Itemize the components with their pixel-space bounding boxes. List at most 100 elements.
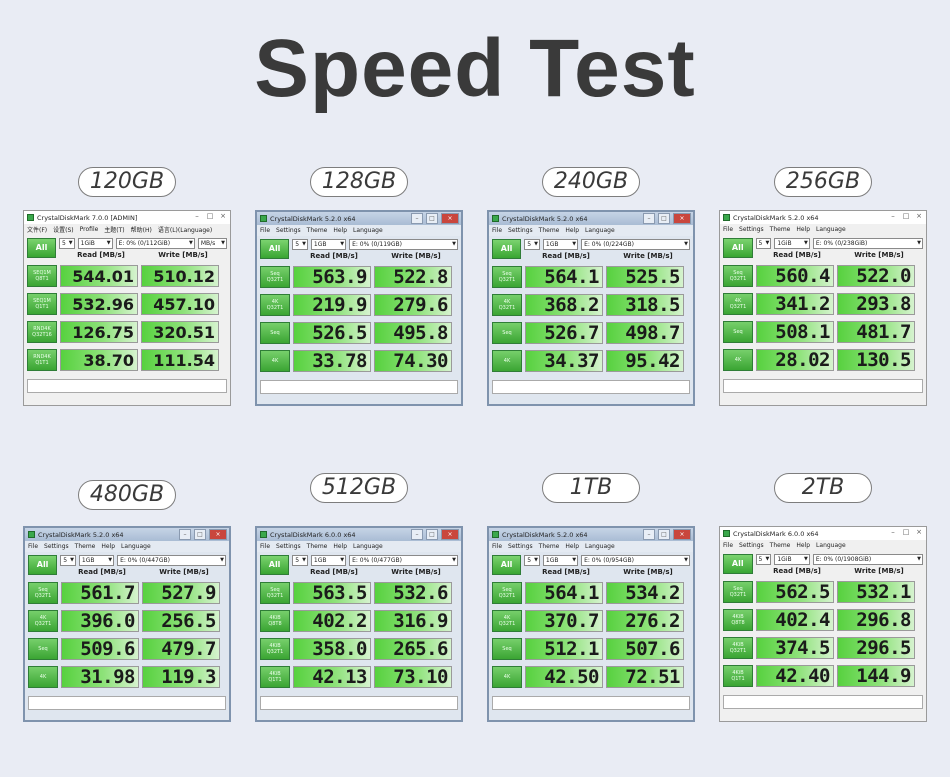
drive-select[interactable]: E: 0% (0/1908GiB) ▼ — [812, 554, 923, 565]
size-select[interactable]: 1GiB ▼ — [77, 238, 113, 249]
test-button[interactable]: 4K — [492, 350, 522, 372]
comment-field[interactable] — [260, 380, 458, 394]
drive-select[interactable]: E: 0% (0/112GiB) ▼ — [115, 238, 195, 249]
close-icon[interactable]: × — [916, 212, 922, 220]
maximize-icon[interactable]: □ — [658, 529, 670, 540]
menu-item[interactable]: Theme — [769, 226, 791, 233]
menu-item[interactable]: Theme — [769, 542, 791, 549]
maximize-icon[interactable]: □ — [902, 528, 910, 536]
test-button[interactable]: 4K Q32T1 — [28, 610, 58, 632]
comment-field[interactable] — [27, 379, 227, 393]
minimize-icon[interactable]: – — [891, 528, 895, 536]
test-button[interactable]: Seq — [723, 321, 753, 343]
test-button[interactable]: Seq Q32T1 — [492, 582, 522, 604]
close-icon[interactable]: × — [220, 212, 226, 220]
test-button[interactable]: Seq Q32T1 — [28, 582, 58, 604]
size-select[interactable]: 1GB ▼ — [542, 555, 579, 566]
menu-item[interactable]: Language — [121, 543, 151, 550]
test-button[interactable]: SEQ1M Q1T1 — [27, 293, 57, 315]
menu-item[interactable]: 文件(F) — [27, 227, 48, 234]
menu-item[interactable]: Language — [353, 543, 383, 550]
test-button[interactable]: 4K Q32T1 — [492, 294, 522, 316]
test-button[interactable]: 4K Q32T1 — [260, 294, 290, 316]
all-button[interactable]: All — [28, 554, 58, 575]
test-button[interactable]: 4K Q32T1 — [492, 610, 522, 632]
menu-item[interactable]: File — [723, 226, 734, 233]
menu-item[interactable]: File — [28, 543, 39, 550]
menu-item[interactable]: Language — [585, 227, 615, 234]
menu-item[interactable]: Help — [796, 542, 811, 549]
test-button[interactable]: SEQ1M Q8T1 — [27, 265, 57, 287]
menu-item[interactable]: File — [723, 542, 734, 549]
menu-item[interactable]: Language — [816, 542, 846, 549]
comment-field[interactable] — [260, 696, 458, 710]
count-select[interactable]: 5 ▼ — [755, 554, 772, 565]
size-select[interactable]: 1GiB ▼ — [774, 554, 810, 565]
test-button[interactable]: Seq Q32T1 — [723, 581, 753, 603]
test-button[interactable]: 4KiB Q32T1 — [723, 637, 753, 659]
count-select[interactable]: 5 ▼ — [59, 238, 75, 249]
count-select[interactable]: 5 ▼ — [524, 239, 540, 250]
menu-item[interactable]: Help — [565, 543, 580, 550]
menu-item[interactable]: 设置(S) — [53, 227, 74, 234]
maximize-icon[interactable]: □ — [206, 212, 214, 220]
comment-field[interactable] — [723, 695, 923, 709]
all-button[interactable]: All — [492, 554, 522, 575]
drive-select[interactable]: E: 0% (0/954GB) ▼ — [581, 555, 691, 566]
count-select[interactable]: 5 ▼ — [755, 238, 772, 249]
test-button[interactable]: 4K — [260, 350, 290, 372]
drive-select[interactable]: E: 0% (0/224GB) ▼ — [581, 239, 691, 250]
maximize-icon[interactable]: □ — [658, 213, 670, 224]
size-select[interactable]: 1GB ▼ — [542, 239, 579, 250]
all-button[interactable]: All — [27, 237, 56, 258]
comment-field[interactable] — [723, 379, 923, 393]
menu-item[interactable]: Language — [585, 543, 615, 550]
menu-item[interactable]: File — [492, 543, 503, 550]
menu-item[interactable]: Theme — [74, 543, 96, 550]
close-icon[interactable]: × — [916, 528, 922, 536]
all-button[interactable]: All — [260, 554, 290, 575]
test-button[interactable]: Seq — [260, 322, 290, 344]
close-icon[interactable]: × — [209, 529, 227, 540]
menu-item[interactable]: Theme — [538, 227, 560, 234]
close-icon[interactable]: × — [441, 529, 459, 540]
menu-item[interactable]: File — [260, 543, 271, 550]
drive-select[interactable]: E: 0% (0/477GB) ▼ — [349, 555, 459, 566]
unit-select[interactable]: MB/s ▼ — [197, 238, 227, 249]
size-select[interactable]: 1GB ▼ — [78, 555, 115, 566]
test-button[interactable]: Seq Q32T1 — [260, 582, 290, 604]
menu-item[interactable]: 语言(L)(Language) — [157, 227, 213, 234]
minimize-icon[interactable]: – — [643, 213, 655, 224]
comment-field[interactable] — [492, 380, 690, 394]
menu-item[interactable]: Settings — [508, 543, 533, 550]
test-button[interactable]: Seq — [492, 638, 522, 660]
minimize-icon[interactable]: – — [411, 213, 423, 224]
menu-item[interactable]: Settings — [276, 543, 301, 550]
test-button[interactable]: 4KiB Q8T8 — [260, 610, 290, 632]
menu-item[interactable]: Profile — [79, 226, 99, 233]
comment-field[interactable] — [492, 696, 690, 710]
test-button[interactable]: Seq Q32T1 — [723, 265, 753, 287]
test-button[interactable]: 4KiB Q8T8 — [723, 609, 753, 631]
test-button[interactable]: 4K — [723, 349, 753, 371]
test-button[interactable]: RND4K Q1T1 — [27, 349, 57, 371]
close-icon[interactable]: × — [673, 529, 691, 540]
maximize-icon[interactable]: □ — [426, 213, 438, 224]
menu-item[interactable]: Settings — [739, 542, 764, 549]
minimize-icon[interactable]: – — [891, 212, 895, 220]
maximize-icon[interactable]: □ — [194, 529, 206, 540]
close-icon[interactable]: × — [441, 213, 459, 224]
test-button[interactable]: 4KiB Q1T1 — [723, 665, 753, 687]
menu-item[interactable]: Language — [816, 226, 846, 233]
count-select[interactable]: 5 ▼ — [292, 555, 308, 566]
menu-item[interactable]: Help — [333, 227, 348, 234]
test-button[interactable]: RND4K Q32T16 — [27, 321, 57, 343]
menu-item[interactable]: Help — [101, 543, 116, 550]
test-button[interactable]: 4KiB Q32T1 — [260, 638, 290, 660]
size-select[interactable]: 1GB ▼ — [310, 555, 347, 566]
menu-item[interactable]: Settings — [44, 543, 69, 550]
test-button[interactable]: Seq — [28, 638, 58, 660]
all-button[interactable]: All — [260, 238, 290, 259]
drive-select[interactable]: E: 0% (0/119GB) ▼ — [349, 239, 459, 250]
close-icon[interactable]: × — [673, 213, 691, 224]
